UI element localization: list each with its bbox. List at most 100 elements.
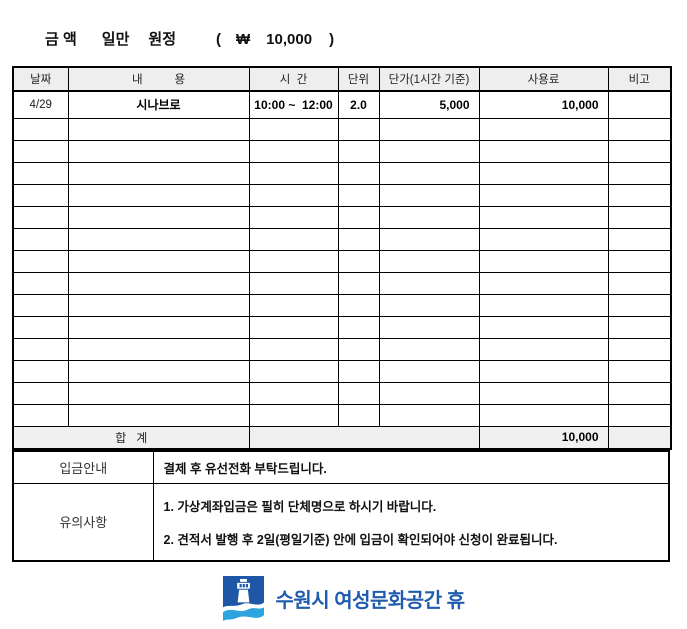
empty-cell bbox=[337, 183, 380, 207]
col-header-unit: 단위 bbox=[337, 66, 380, 92]
empty-cell bbox=[378, 161, 480, 185]
cell-date: 4/29 bbox=[12, 90, 69, 119]
paren-close: ) bbox=[329, 31, 335, 48]
col-header-unit-price: 단가(1시간 기준) bbox=[378, 66, 480, 92]
empty-cell bbox=[12, 359, 69, 383]
empty-cell bbox=[607, 227, 672, 251]
empty-table-row bbox=[12, 293, 672, 317]
empty-table-row bbox=[12, 359, 672, 383]
empty-cell bbox=[607, 381, 672, 405]
empty-cell bbox=[67, 271, 250, 295]
total-spacer-cell bbox=[248, 425, 480, 450]
empty-cell bbox=[12, 337, 69, 361]
notice-text: 1. 가상계좌입금은 필히 단체명으로 하시기 바랍니다. 2. 견적서 발행 … bbox=[152, 482, 670, 562]
amount-korean: 일만 bbox=[101, 31, 130, 48]
empty-cell bbox=[337, 403, 380, 427]
empty-cell bbox=[378, 337, 480, 361]
currency-symbol: ₩ bbox=[236, 31, 251, 48]
notice-line-2: 2. 견적서 발행 후 2일(평일기준) 안에 입금이 확인되어야 신청이 완료… bbox=[163, 532, 558, 547]
col-header-date: 날짜 bbox=[12, 66, 69, 92]
empty-cell bbox=[378, 117, 480, 141]
empty-cell bbox=[248, 315, 339, 339]
empty-table-row bbox=[12, 227, 672, 251]
empty-cell bbox=[12, 117, 69, 141]
empty-table-row bbox=[12, 161, 672, 185]
empty-cell bbox=[378, 271, 480, 295]
table-header-row: 날짜 내 용 시 간 단위 단가(1시간 기준) 사용료 비고 bbox=[12, 66, 672, 92]
payment-info-row: 입금안내 결제 후 유선전화 부탁드립니다. bbox=[12, 450, 670, 484]
empty-table-row bbox=[12, 271, 672, 295]
empty-cell bbox=[12, 183, 69, 207]
empty-cell bbox=[337, 315, 380, 339]
empty-cell bbox=[378, 293, 480, 317]
empty-cell bbox=[478, 117, 609, 141]
empty-cell bbox=[378, 315, 480, 339]
empty-cell bbox=[478, 315, 609, 339]
empty-cell bbox=[478, 205, 609, 229]
empty-cell bbox=[12, 381, 69, 405]
amount-number: 10,000 bbox=[266, 31, 313, 48]
empty-cell bbox=[67, 227, 250, 251]
amount-line: 금 액 일만 원정 ( ₩ 10,000 ) bbox=[45, 28, 334, 49]
empty-cell bbox=[67, 403, 250, 427]
empty-cell bbox=[607, 403, 672, 427]
col-header-fee: 사용료 bbox=[478, 66, 609, 92]
empty-cell bbox=[337, 249, 380, 273]
payment-info-label: 입금안내 bbox=[12, 450, 154, 484]
empty-cell bbox=[478, 271, 609, 295]
table-row: 4/29 시나브로 10:00 ~ 12:00 2.0 5,000 10,000 bbox=[12, 90, 672, 119]
total-note-cell bbox=[607, 425, 672, 450]
empty-cell bbox=[67, 205, 250, 229]
empty-cell bbox=[607, 161, 672, 185]
empty-cell bbox=[67, 359, 250, 383]
empty-cell bbox=[12, 271, 69, 295]
empty-cell bbox=[248, 183, 339, 207]
footer-logo: 수원시 여성문화공간 휴 bbox=[0, 576, 687, 621]
empty-cell bbox=[67, 293, 250, 317]
empty-cell bbox=[248, 205, 339, 229]
empty-cell bbox=[478, 183, 609, 207]
empty-table-row bbox=[12, 381, 672, 405]
empty-table-row bbox=[12, 403, 672, 427]
empty-cell bbox=[607, 271, 672, 295]
empty-cell bbox=[248, 403, 339, 427]
empty-cell bbox=[67, 249, 250, 273]
total-fee: 10,000 bbox=[478, 425, 609, 450]
empty-cell bbox=[67, 337, 250, 361]
cell-note bbox=[607, 90, 672, 119]
empty-cell bbox=[478, 381, 609, 405]
empty-cell bbox=[248, 337, 339, 361]
payment-info-text: 결제 후 유선전화 부탁드립니다. bbox=[152, 450, 670, 484]
cell-fee: 10,000 bbox=[478, 90, 609, 119]
usage-fee-table: 날짜 내 용 시 간 단위 단가(1시간 기준) 사용료 비고 4/29 시나브… bbox=[12, 66, 672, 450]
empty-cell bbox=[248, 227, 339, 251]
empty-cell bbox=[337, 293, 380, 317]
empty-cell bbox=[337, 227, 380, 251]
col-header-content: 내 용 bbox=[67, 66, 250, 92]
lighthouse-logo-icon bbox=[222, 576, 265, 621]
empty-cell bbox=[248, 381, 339, 405]
empty-cell bbox=[12, 227, 69, 251]
empty-cell bbox=[478, 293, 609, 317]
empty-cell bbox=[378, 359, 480, 383]
empty-table-row bbox=[12, 139, 672, 163]
empty-cell bbox=[607, 249, 672, 273]
empty-cell bbox=[337, 117, 380, 141]
empty-table-row bbox=[12, 205, 672, 229]
empty-table-row bbox=[12, 337, 672, 361]
empty-cell bbox=[378, 249, 480, 273]
empty-table-row bbox=[12, 249, 672, 273]
empty-cell bbox=[478, 337, 609, 361]
empty-cell bbox=[378, 205, 480, 229]
empty-table-row bbox=[12, 315, 672, 339]
cell-time: 10:00 ~ 12:00 bbox=[248, 90, 339, 119]
empty-cell bbox=[67, 315, 250, 339]
empty-cell bbox=[337, 337, 380, 361]
empty-cell bbox=[12, 403, 69, 427]
empty-cell bbox=[67, 381, 250, 405]
total-row: 합 계 10,000 bbox=[12, 425, 672, 450]
empty-cell bbox=[607, 205, 672, 229]
empty-cell bbox=[378, 381, 480, 405]
empty-cell bbox=[337, 359, 380, 383]
